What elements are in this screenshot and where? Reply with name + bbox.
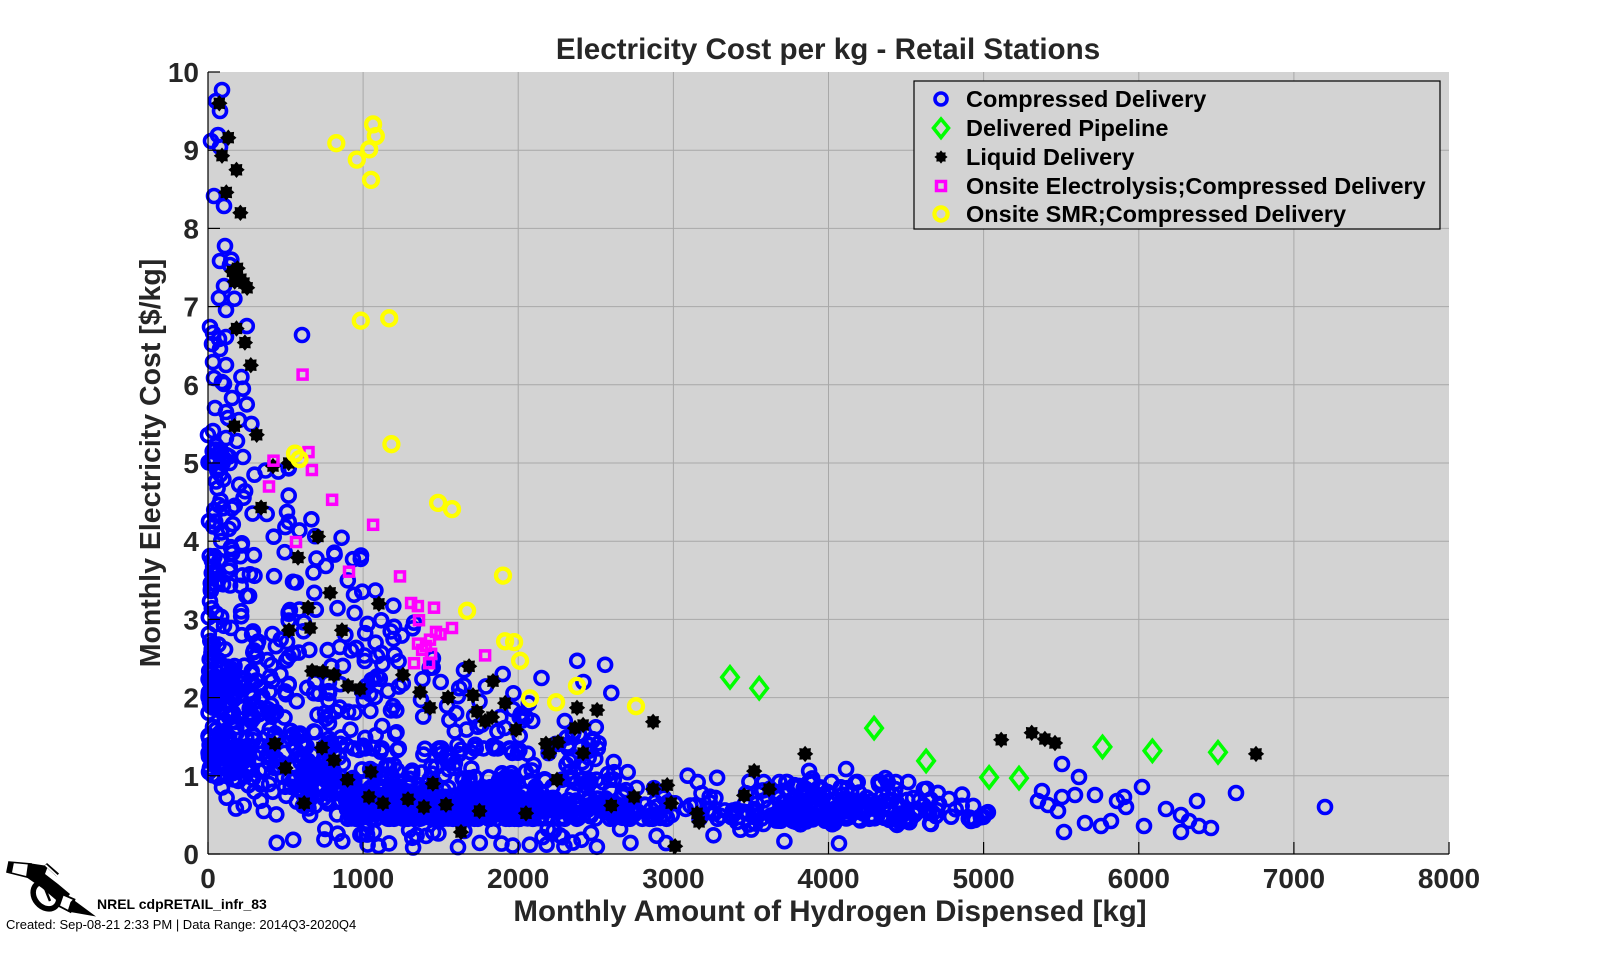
svg-text:3000: 3000 — [642, 863, 704, 894]
svg-text:Compressed Delivery: Compressed Delivery — [966, 86, 1206, 112]
svg-text:8: 8 — [183, 213, 199, 244]
svg-text:1000: 1000 — [332, 863, 394, 894]
svg-text:3: 3 — [183, 604, 199, 635]
svg-text:Electricity Cost per kg - Reta: Electricity Cost per kg - Retail Station… — [556, 33, 1100, 66]
svg-text:7: 7 — [183, 292, 199, 323]
svg-text:10: 10 — [168, 57, 199, 88]
svg-text:2: 2 — [183, 683, 199, 714]
svg-text:6000: 6000 — [1108, 863, 1170, 894]
svg-text:Onsite SMR;Compressed Delivery: Onsite SMR;Compressed Delivery — [966, 201, 1346, 227]
svg-text:0: 0 — [183, 839, 199, 870]
svg-text:5: 5 — [183, 448, 199, 479]
svg-text:Onsite Electrolysis;Compressed: Onsite Electrolysis;Compressed Delivery — [966, 173, 1426, 199]
svg-text:Monthly Electricity Cost [$/kg: Monthly Electricity Cost [$/kg] — [135, 259, 167, 668]
svg-text:7000: 7000 — [1263, 863, 1325, 894]
svg-text:4000: 4000 — [797, 863, 859, 894]
svg-text:0: 0 — [200, 863, 216, 894]
svg-text:Created: Sep-08-21 2:33 PM |: Created: Sep-08-21 2:33 PM | Data Range:… — [6, 917, 356, 932]
svg-text:1: 1 — [183, 761, 199, 792]
svg-text:Delivered Pipeline: Delivered Pipeline — [966, 115, 1168, 141]
svg-text:5000: 5000 — [952, 863, 1014, 894]
svg-text:2000: 2000 — [487, 863, 549, 894]
svg-text:8000: 8000 — [1418, 863, 1480, 894]
svg-text:Monthly Amount of Hydrogen Dis: Monthly Amount of Hydrogen Dispensed [kg… — [513, 895, 1146, 928]
svg-text:Liquid Delivery: Liquid Delivery — [966, 144, 1134, 170]
svg-text:6: 6 — [183, 370, 199, 401]
svg-text:9: 9 — [183, 135, 199, 166]
svg-text:4: 4 — [183, 526, 199, 557]
svg-text:NREL cdpRETAIL_infr_83: NREL cdpRETAIL_infr_83 — [97, 896, 267, 912]
